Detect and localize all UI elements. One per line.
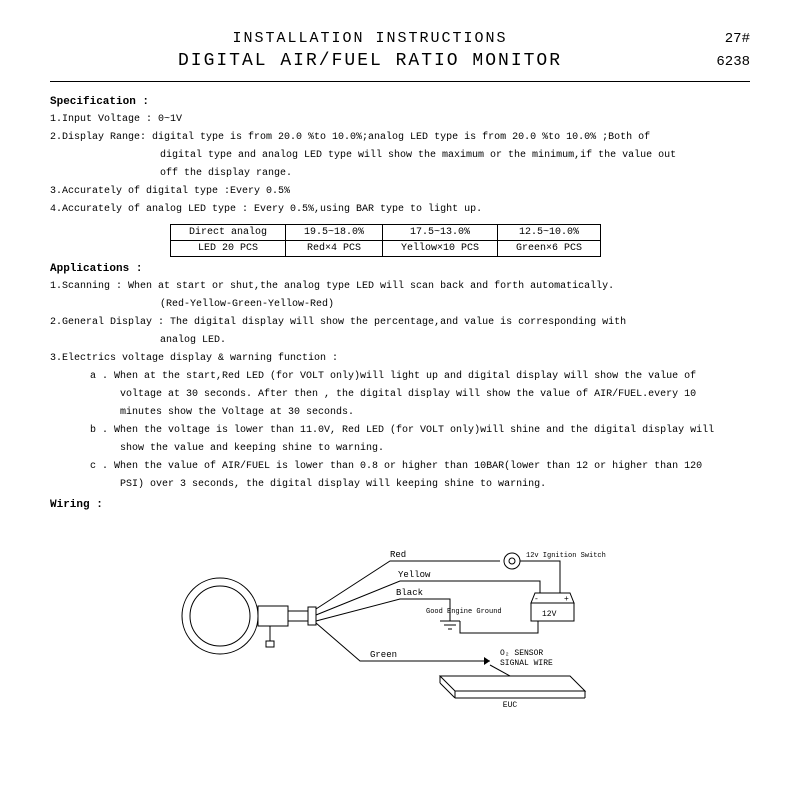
spec-line-4: 4.Accurately of analog LED type : Every … [50,202,750,218]
apps-1b: (Red-Yellow-Green-Yellow-Red) [50,297,750,313]
table-row: LED 20 PCS Red×4 PCS Yellow×10 PCS Green… [171,241,601,257]
apps-3b2: show the value and keeping shine to warn… [50,441,750,457]
spec-heading: Specification : [50,96,750,108]
apps-3c2: PSI) over 3 seconds, the digital display… [50,477,750,493]
label-sensor2: SIGNAL WIRE [500,659,553,668]
label-red: Red [390,550,406,560]
apps-heading: Applications : [50,263,750,275]
cell: LED 20 PCS [171,241,286,257]
header-title-2: DIGITAL AIR/FUEL RATIO MONITOR [50,51,690,71]
cell: Yellow×10 PCS [383,241,498,257]
label-black: Black [396,588,423,598]
apps-3: 3.Electrics voltage display & warning fu… [50,351,750,367]
apps-3a3: minutes show the Voltage at 30 seconds. [50,405,750,421]
cell: Green×6 PCS [498,241,601,257]
header-title-1: INSTALLATION INSTRUCTIONS [50,30,690,47]
spec-line-1: 1.Input Voltage : 0~1V [50,112,750,128]
cell: Direct analog [171,225,286,241]
header-code-1: 27# [690,31,750,47]
label-yellow: Yellow [398,570,431,580]
wiring-heading: Wiring : [50,499,750,511]
apps-2a: 2.General Display : The digital display … [50,315,750,331]
apps-3c1: c . When the value of AIR/FUEL is lower … [50,459,750,475]
label-ignition: 12v Ignition Switch [526,552,606,560]
header-row-1: INSTALLATION INSTRUCTIONS 27# [50,30,750,47]
cell: Red×4 PCS [286,241,383,257]
table-row: Direct analog 19.5~18.0% 17.5~13.0% 12.5… [171,225,601,241]
divider [50,81,750,82]
header-code-2: 6238 [690,54,750,70]
spec-line-2b: digital type and analog LED type will sh… [50,148,750,164]
led-table: Direct analog 19.5~18.0% 17.5~13.0% 12.5… [170,224,601,257]
cell: 12.5~10.0% [498,225,601,241]
apps-3a1: a . When at the start,Red LED (for VOLT … [50,369,750,385]
svg-text:+: + [564,595,569,604]
apps-1a: 1.Scanning : When at start or shut,the a… [50,279,750,295]
cell: 17.5~13.0% [383,225,498,241]
label-ground: Good Engine Ground [426,608,502,616]
wiring-diagram: Red 12v Ignition Switch Yellow 12V - + B… [50,521,750,716]
label-euc1: EUC [503,701,518,710]
label-sensor1: O₂ SENSOR [500,649,543,658]
document-page: INSTALLATION INSTRUCTIONS 27# DIGITAL AI… [0,0,800,800]
spec-line-3: 3.Accurately of digital type :Every 0.5% [50,184,750,200]
label-green: Green [370,650,397,660]
wiring-svg: Red 12v Ignition Switch Yellow 12V - + B… [140,521,660,711]
cell: 19.5~18.0% [286,225,383,241]
apps-3b1: b . When the voltage is lower than 11.0V… [50,423,750,439]
apps-2b: analog LED. [50,333,750,349]
apps-3a2: voltage at 30 seconds. After then , the … [50,387,750,403]
spec-line-2a: 2.Display Range: digital type is from 20… [50,130,750,146]
svg-text:-: - [534,595,539,604]
label-battery: 12V [542,610,557,619]
spec-line-2c: off the display range. [50,166,750,182]
header-row-2: DIGITAL AIR/FUEL RATIO MONITOR 6238 [50,51,750,71]
